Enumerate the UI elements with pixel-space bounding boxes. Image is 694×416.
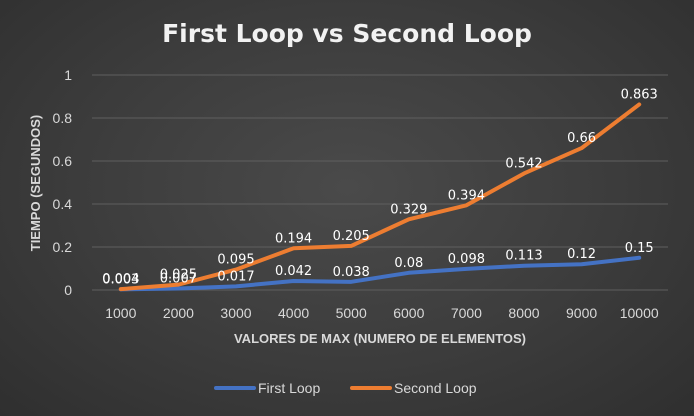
y-tick-label: 0.6	[53, 153, 73, 169]
data-label: 0.025	[160, 268, 197, 283]
data-label: 0.394	[448, 188, 485, 203]
y-tick-label: 0.8	[53, 110, 73, 126]
data-label: 0.205	[333, 229, 370, 244]
x-tick-label: 8000	[508, 305, 539, 321]
data-label: 0.038	[333, 265, 370, 280]
x-tick-label: 9000	[566, 305, 597, 321]
gridlines	[92, 74, 668, 291]
x-tick-label: 7000	[451, 305, 482, 321]
legend-label: First Loop	[258, 380, 320, 396]
y-tick-label: 1	[64, 67, 72, 83]
x-tick-label: 10000	[620, 305, 659, 321]
x-tick-label: 3000	[220, 305, 251, 321]
legend: First Loop Second Loop	[214, 380, 477, 396]
data-label: 0.113	[505, 249, 542, 264]
data-label: 0.007	[160, 271, 197, 286]
data-label: 0.12	[567, 247, 596, 262]
x-axis-title: VALORES DE MAX (NUMERO DE ELEMENTOS)	[234, 331, 526, 346]
data-label: 0.095	[217, 253, 254, 268]
data-label: 0.017	[217, 269, 254, 284]
x-tick-label: 1000	[105, 305, 136, 321]
data-label: 0.66	[567, 131, 596, 146]
series-line-first-loop	[118, 255, 642, 292]
series-lines	[118, 102, 642, 292]
x-tick-label: 5000	[336, 305, 367, 321]
series-line-second-loop	[118, 102, 642, 292]
y-tick-label: 0	[64, 282, 72, 298]
x-tick-label: 6000	[393, 305, 424, 321]
y-axis-title: TIEMPO (SEGUNDOS)	[28, 115, 43, 252]
y-tick-label: 0.2	[53, 239, 73, 255]
chart-title: First Loop vs Second Loop	[162, 19, 532, 48]
data-label: 0.194	[275, 231, 312, 246]
y-axis-ticks: 0 0.2 0.4 0.6 0.8 1	[53, 67, 73, 298]
data-label: 0.15	[625, 241, 654, 256]
data-label: 0.329	[390, 202, 427, 217]
data-label: 0.863	[621, 87, 658, 102]
data-label: 0.004	[102, 272, 139, 287]
data-label: 0.08	[394, 256, 423, 271]
legend-label: Second Loop	[394, 380, 477, 396]
data-label: 0.003	[102, 272, 139, 287]
data-label: 0.042	[275, 264, 312, 279]
data-labels: 0.003 0.007 0.017 0.042 0.038 0.08 0.098 0.113 0…	[102, 87, 658, 287]
data-label: 0.542	[505, 156, 542, 171]
x-tick-label: 2000	[163, 305, 194, 321]
x-axis-ticks: 1000 2000 3000 4000 5000 6000 7000 8000 9000 1000…	[105, 305, 659, 321]
x-tick-label: 4000	[278, 305, 309, 321]
y-tick-label: 0.4	[53, 196, 73, 212]
data-label: 0.098	[448, 252, 485, 267]
